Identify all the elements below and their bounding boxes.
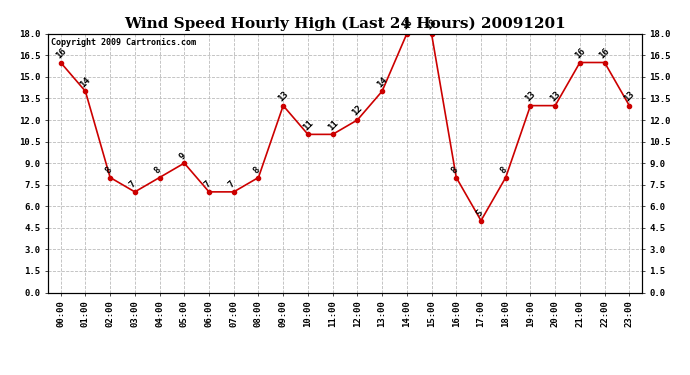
Text: 13: 13: [622, 90, 636, 104]
Text: 8: 8: [104, 165, 113, 176]
Text: 8: 8: [152, 165, 163, 176]
Text: 13: 13: [549, 90, 562, 104]
Text: 16: 16: [598, 46, 611, 60]
Text: 7: 7: [227, 180, 237, 190]
Text: 18: 18: [400, 18, 414, 32]
Text: 5: 5: [474, 208, 484, 219]
Text: 18: 18: [424, 18, 439, 32]
Text: 7: 7: [128, 180, 138, 190]
Text: 11: 11: [326, 118, 339, 132]
Text: 11: 11: [301, 118, 315, 132]
Text: 13: 13: [524, 90, 538, 104]
Text: 7: 7: [202, 180, 213, 190]
Text: Copyright 2009 Cartronics.com: Copyright 2009 Cartronics.com: [51, 38, 196, 46]
Text: 14: 14: [375, 75, 389, 89]
Title: Wind Speed Hourly High (Last 24 Hours) 20091201: Wind Speed Hourly High (Last 24 Hours) 2…: [124, 17, 566, 31]
Text: 13: 13: [276, 90, 290, 104]
Text: 8: 8: [449, 165, 460, 176]
Text: 14: 14: [79, 75, 92, 89]
Text: 8: 8: [499, 165, 509, 176]
Text: 16: 16: [54, 46, 68, 60]
Text: 9: 9: [177, 151, 188, 161]
Text: 12: 12: [351, 104, 364, 118]
Text: 8: 8: [252, 165, 262, 176]
Text: 16: 16: [573, 46, 587, 60]
